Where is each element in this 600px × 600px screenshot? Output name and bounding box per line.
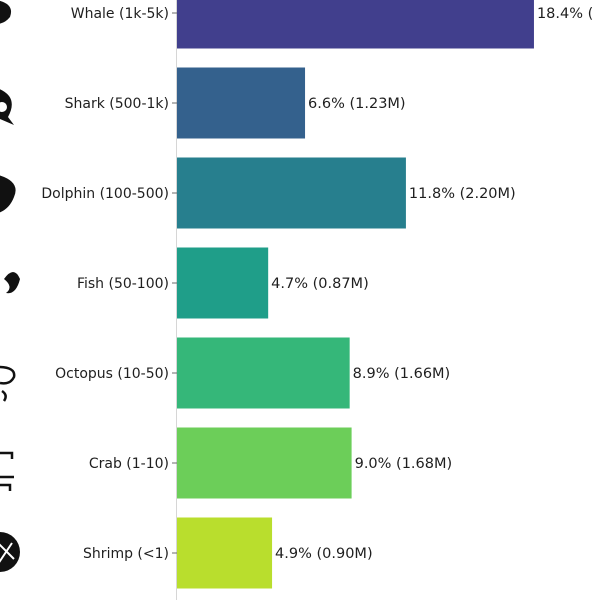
category-label: Dolphin (100-500) (41, 186, 169, 202)
category-label: Octopus (10-50) (55, 366, 169, 382)
fish-icon (4, 272, 20, 294)
bar (177, 67, 306, 139)
value-label: 6.6% (1.23M) (308, 96, 406, 112)
value-labels: 18.4% ( 6.6% (1.23M) 11.8% (2.20M) 4.7% (0.… (271, 6, 593, 562)
value-label: 9.0% (1.68M) (355, 456, 453, 472)
value-label: 4.9% (0.90M) (275, 546, 373, 562)
value-label: 8.9% (1.66M) (353, 366, 451, 382)
category-icons (0, 0, 20, 572)
bars (177, 0, 534, 589)
bar (177, 427, 352, 499)
bar (177, 157, 406, 229)
bar (177, 337, 350, 409)
category-labels: Whale (1k-5k) Shark (500-1k) Dolphin (100-… (41, 6, 169, 562)
bar (177, 0, 534, 49)
dolphin-icon (0, 175, 16, 213)
category-label: Whale (1k-5k) (71, 6, 169, 22)
bar (177, 247, 269, 319)
y-axis-ticks (172, 12, 177, 554)
crab-icon (0, 451, 14, 491)
category-label: Crab (1-10) (89, 456, 169, 472)
octopus-icon (0, 365, 16, 402)
bar (177, 517, 273, 589)
value-label: 18.4% ( (537, 6, 593, 22)
value-label: 4.7% (0.87M) (271, 276, 369, 292)
category-label: Fish (50-100) (77, 276, 169, 292)
value-label: 11.8% (2.20M) (409, 186, 516, 202)
whale-icon (0, 0, 11, 24)
shark-icon (0, 89, 14, 125)
shrimp-icon (0, 532, 20, 572)
category-label: Shark (500-1k) (65, 96, 169, 112)
category-label: Shrimp (<1) (83, 546, 169, 562)
